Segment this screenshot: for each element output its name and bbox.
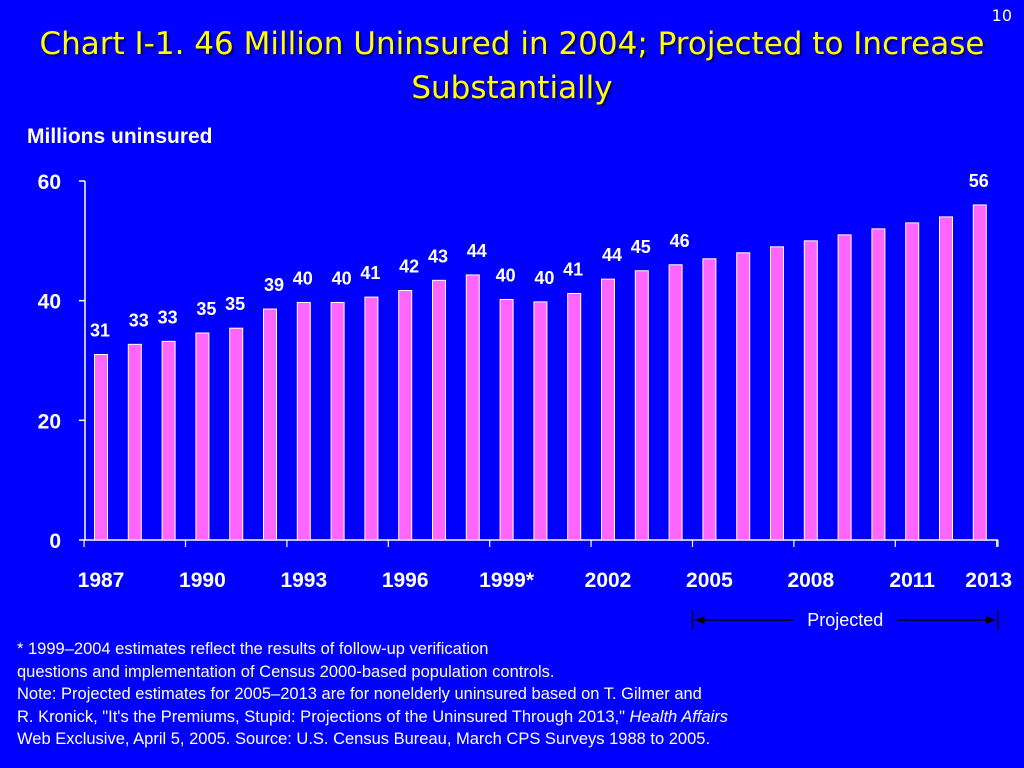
journal-name: Health Affairs [629,707,728,726]
y-tick-label: 40 [38,291,61,314]
x-tick-label: 1990 [179,569,226,592]
bar [94,354,108,541]
bar [668,264,683,541]
bar [161,340,176,541]
data-label: 45 [631,237,651,257]
bar [567,292,582,541]
bar [634,270,649,541]
data-label: 33 [158,307,178,327]
bar [871,228,886,541]
data-label: 35 [196,299,216,319]
bar [905,222,920,541]
footnote-line-3: Note: Projected estimates for 2005–2013 … [17,685,702,703]
bracket-right-arrow [986,616,996,624]
bar [465,274,480,541]
data-label: 42 [399,256,419,276]
data-label: 40 [496,265,516,285]
title-line-1: Chart I-1. 46 Million Uninsured in 2004;… [39,26,985,62]
bar [601,278,615,541]
data-label: 43 [428,246,448,266]
data-label: 35 [225,294,245,314]
projected-label: Projected [807,610,883,630]
x-tick-label: 1999* [479,569,535,592]
x-tick-label: 2008 [787,569,834,592]
bar [972,204,987,541]
bar [330,301,345,541]
footnote-line-4: R. Kronick, "It's the Premiums, Stupid: … [17,706,728,729]
x-tick-label: 2002 [585,569,632,592]
x-tick-label: 1987 [78,569,125,592]
data-label: 33 [129,310,149,330]
bar [296,301,311,541]
bracket-left-arrow [694,616,705,624]
bar [533,301,548,541]
title-line-2: Substantially [411,70,613,106]
data-label: 56 [969,171,989,191]
x-tick-label: 1996 [382,569,429,592]
bar [837,234,852,541]
data-label: 31 [90,321,110,341]
bar-chart: 0 20 40 60 31 33 33 35 35 39 40 40 41 42 43 44 40 40 41 44 4… [38,171,1012,630]
bar [702,258,717,541]
data-label: 44 [602,245,622,265]
footnote-line-5: Web Exclusive, April 5, 2005. Source: U.… [17,730,711,748]
x-tick-label: 2005 [686,569,733,592]
x-tick-label: 1993 [280,569,327,592]
bar [263,308,277,541]
bar [770,246,784,541]
y-tick-label: 0 [49,530,61,553]
data-label: 41 [563,259,583,279]
bar [195,332,210,541]
bar [432,279,446,541]
y-axis-label: Millions uninsured [27,125,213,148]
footnote-line-1: * 1999–2004 estimates reflect the result… [17,640,489,658]
bar [229,327,244,541]
slide-number: 10 [991,6,1012,25]
data-label: 44 [467,241,487,261]
bar [736,252,751,541]
y-tick-label: 20 [38,410,61,433]
bar [364,296,379,541]
data-label: 39 [264,275,284,295]
bar [398,289,413,541]
footnote-line-4-text: R. Kronick, "It's the Premiums, Stupid: … [17,707,630,726]
data-label: 41 [360,263,380,283]
data-label: 40 [332,268,352,288]
footnote: * 1999–2004 estimates reflect the result… [17,638,728,751]
bar [939,216,953,541]
bar [499,298,514,541]
bar [127,343,142,541]
y-tick-label: 60 [38,171,61,194]
footnote-line-2: questions and implementation of Census 2… [17,662,555,681]
data-label: 40 [534,268,554,288]
page-title: Chart I-1. 46 Million Uninsured in 2004;… [0,22,1024,110]
x-tick-label: 2013 [965,569,1012,592]
data-label: 46 [670,231,690,251]
x-tick-label: 2011 [889,569,935,592]
data-label: 40 [293,268,313,288]
bar [803,240,818,541]
